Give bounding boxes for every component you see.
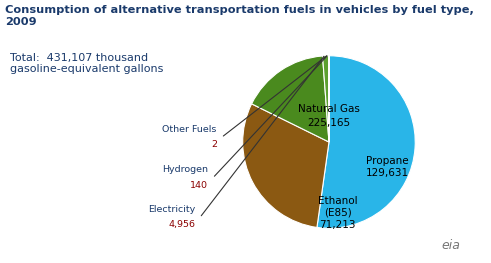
Text: 140: 140 — [190, 181, 208, 190]
Wedge shape — [243, 104, 329, 227]
Text: Propane: Propane — [366, 156, 409, 166]
Text: 225,165: 225,165 — [307, 118, 351, 128]
Wedge shape — [323, 56, 329, 142]
Text: 129,631: 129,631 — [366, 168, 409, 178]
Text: Natural Gas: Natural Gas — [298, 104, 360, 114]
Wedge shape — [317, 56, 415, 228]
Text: 71,213: 71,213 — [319, 220, 356, 230]
Text: (E85): (E85) — [324, 208, 352, 218]
Text: Electricity: Electricity — [148, 205, 195, 214]
Wedge shape — [251, 56, 329, 142]
Text: 2: 2 — [211, 140, 217, 149]
Text: Other Fuels: Other Fuels — [163, 125, 217, 134]
Text: Consumption of alternative transportation fuels in vehicles by fuel type, 2009: Consumption of alternative transportatio… — [5, 5, 474, 27]
Text: Ethanol: Ethanol — [318, 196, 357, 206]
Text: Hydrogen: Hydrogen — [162, 165, 208, 174]
Text: eia: eia — [442, 240, 461, 252]
Text: 4,956: 4,956 — [168, 220, 195, 229]
Text: Total:  431,107 thousand
gasoline-equivalent gallons: Total: 431,107 thousand gasoline-equival… — [10, 53, 163, 74]
